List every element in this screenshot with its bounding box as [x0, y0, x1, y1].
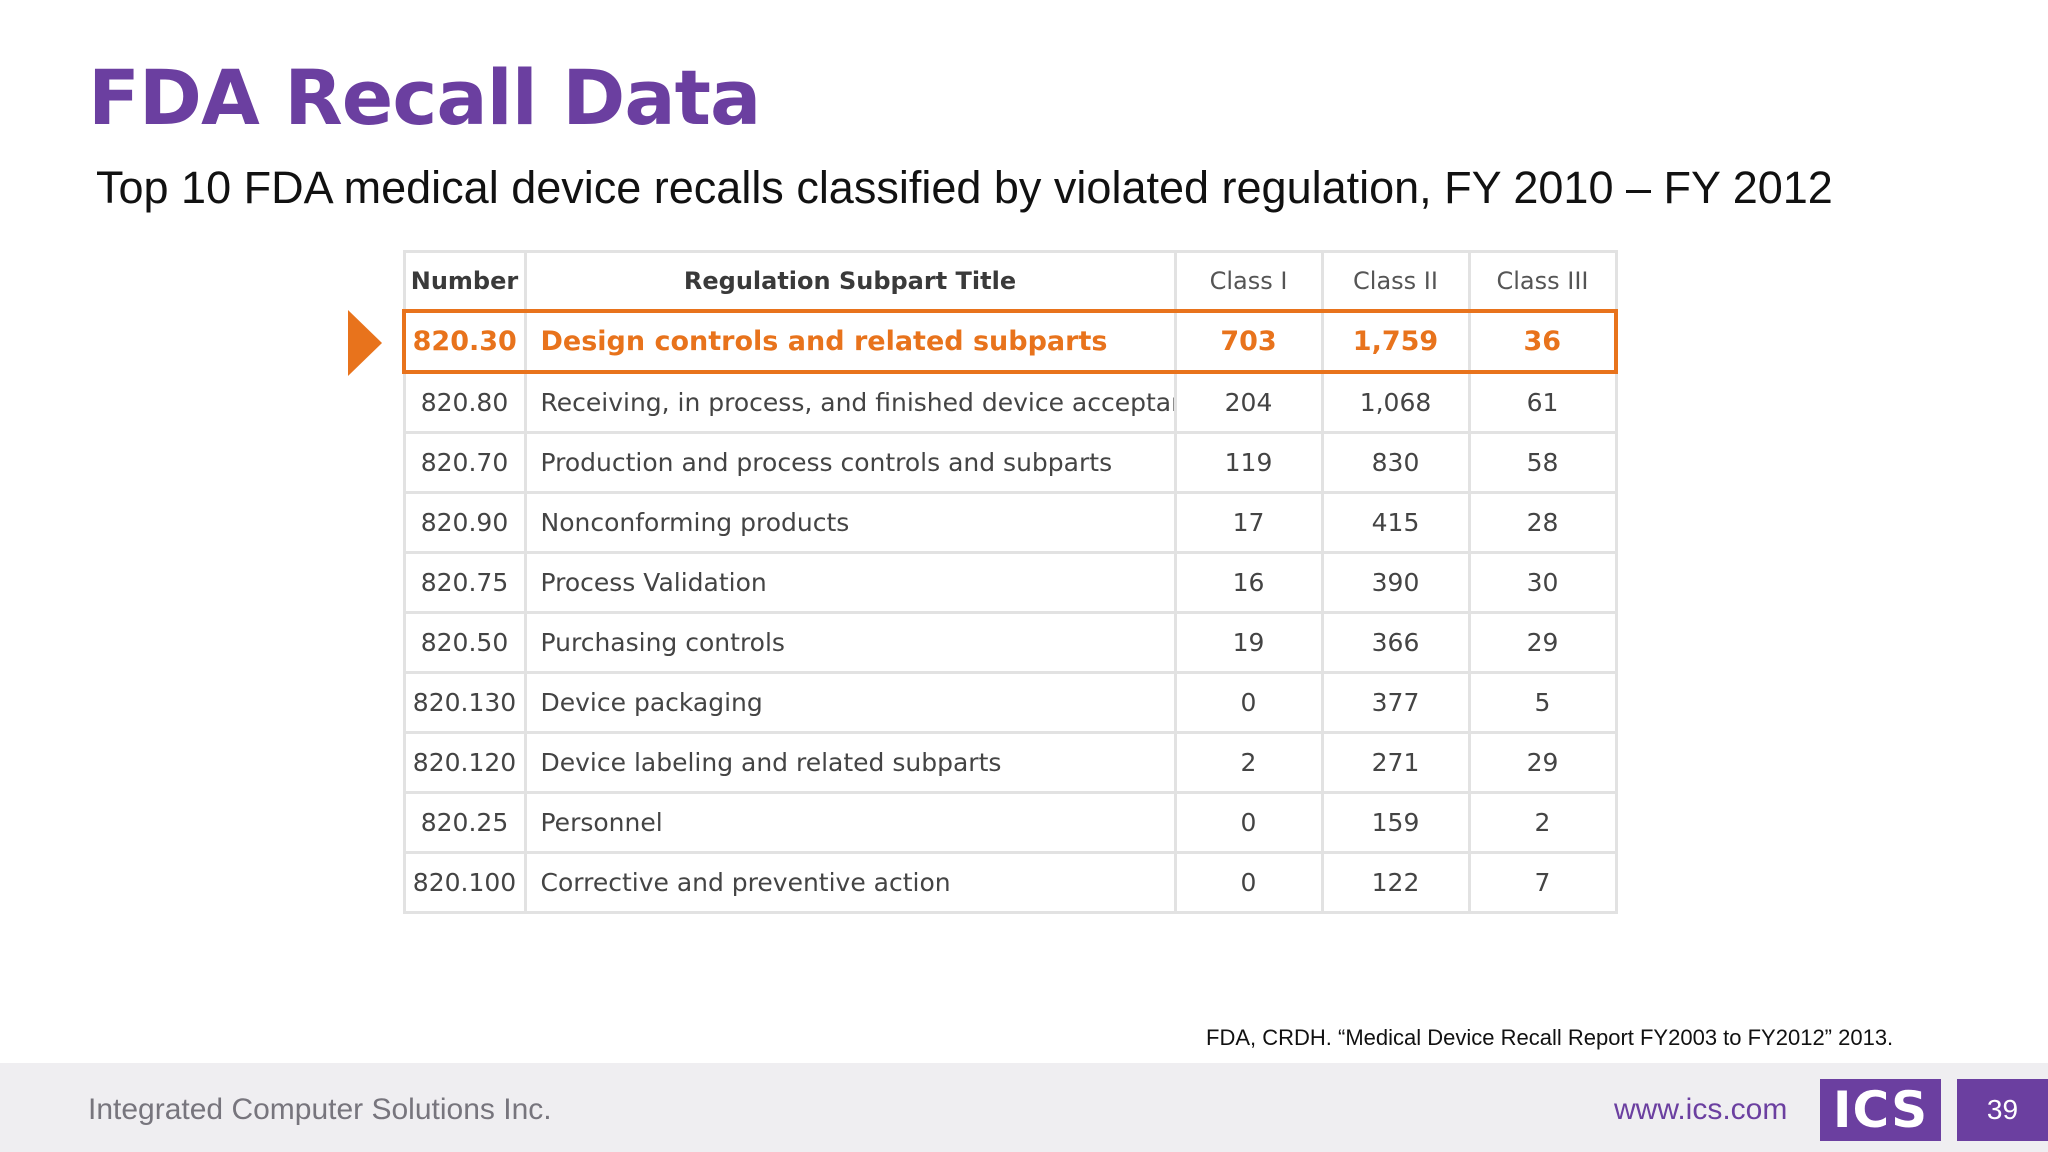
table-row: 820.75 Process Validation 16 390 30 — [402, 551, 1618, 614]
cell-class-3: 61 — [1467, 370, 1618, 434]
cell-title: Design controls and related subparts — [523, 309, 1177, 374]
cell-class-2: 366 — [1320, 611, 1471, 674]
cell-class-2: 390 — [1320, 551, 1471, 614]
cell-title: Production and process controls and subp… — [523, 431, 1177, 494]
table-row: 820.80 Receiving, in process, and finish… — [402, 370, 1618, 434]
header-regulation-title: Regulation Subpart Title — [523, 250, 1177, 313]
cell-class-1: 0 — [1173, 791, 1324, 854]
table-row: 820.130 Device packaging 0 377 5 — [402, 671, 1618, 734]
cell-class-3: 36 — [1467, 309, 1618, 374]
cell-class-3: 29 — [1467, 731, 1618, 794]
footer-company-name: Integrated Computer Solutions Inc. — [88, 1093, 552, 1126]
cell-class-2: 415 — [1320, 491, 1471, 554]
header-class-3: Class III — [1467, 250, 1618, 313]
cell-title: Device labeling and related subparts — [523, 731, 1177, 794]
cell-class-3: 2 — [1467, 791, 1618, 854]
slide-title: FDA Recall Data — [88, 53, 761, 142]
cell-title: Receiving, in process, and finished devi… — [523, 370, 1177, 434]
table-row: 820.50 Purchasing controls 19 366 29 — [402, 611, 1618, 674]
table-row: 820.70 Production and process controls a… — [402, 431, 1618, 494]
cell-title: Corrective and preventive action — [523, 851, 1177, 914]
cell-class-2: 159 — [1320, 791, 1471, 854]
recall-table-container: Number Regulation Subpart Title Class I … — [402, 250, 1618, 914]
table-row-highlighted: 820.30 Design controls and related subpa… — [402, 309, 1618, 374]
cell-class-2: 1,759 — [1320, 309, 1471, 374]
ics-logo: ICS — [1820, 1079, 1941, 1141]
cell-class-2: 122 — [1320, 851, 1471, 914]
header-class-2: Class II — [1320, 250, 1471, 313]
cell-number: 820.70 — [402, 431, 527, 494]
footer-bar — [0, 1063, 2048, 1152]
cell-number: 820.120 — [402, 731, 527, 794]
cell-class-1: 0 — [1173, 851, 1324, 914]
table-row: 820.90 Nonconforming products 17 415 28 — [402, 491, 1618, 554]
cell-class-1: 703 — [1173, 309, 1324, 374]
cell-number: 820.90 — [402, 491, 527, 554]
slide-subtitle: Top 10 FDA medical device recalls classi… — [96, 162, 1833, 213]
cell-class-1: 19 — [1173, 611, 1324, 674]
cell-number: 820.130 — [402, 671, 527, 734]
citation-text: FDA, CRDH. “Medical Device Recall Report… — [1206, 1025, 1894, 1050]
cell-class-1: 0 — [1173, 671, 1324, 734]
table-row: 820.25 Personnel 0 159 2 — [402, 791, 1618, 854]
cell-class-1: 17 — [1173, 491, 1324, 554]
table-row: 820.120 Device labeling and related subp… — [402, 731, 1618, 794]
highlight-arrow-icon — [348, 310, 382, 376]
cell-class-3: 5 — [1467, 671, 1618, 734]
cell-class-2: 377 — [1320, 671, 1471, 734]
cell-class-2: 271 — [1320, 731, 1471, 794]
cell-title: Purchasing controls — [523, 611, 1177, 674]
recall-table: Number Regulation Subpart Title Class I … — [402, 250, 1618, 914]
cell-number: 820.80 — [402, 370, 527, 434]
cell-class-1: 16 — [1173, 551, 1324, 614]
cell-number: 820.75 — [402, 551, 527, 614]
header-class-1: Class I — [1173, 250, 1324, 313]
cell-class-1: 2 — [1173, 731, 1324, 794]
cell-class-3: 29 — [1467, 611, 1618, 674]
cell-class-1: 204 — [1173, 370, 1324, 434]
cell-class-3: 7 — [1467, 851, 1618, 914]
cell-number: 820.30 — [402, 309, 527, 374]
cell-class-3: 30 — [1467, 551, 1618, 614]
cell-number: 820.100 — [402, 851, 527, 914]
cell-title: Nonconforming products — [523, 491, 1177, 554]
cell-class-3: 28 — [1467, 491, 1618, 554]
cell-class-1: 119 — [1173, 431, 1324, 494]
cell-number: 820.25 — [402, 791, 527, 854]
cell-title: Process Validation — [523, 551, 1177, 614]
table-header-row: Number Regulation Subpart Title Class I … — [402, 250, 1618, 313]
table-row: 820.100 Corrective and preventive action… — [402, 851, 1618, 914]
header-number: Number — [402, 250, 527, 313]
footer-url-link[interactable]: www.ics.com — [1614, 1093, 1788, 1126]
cell-title: Personnel — [523, 791, 1177, 854]
cell-class-2: 830 — [1320, 431, 1471, 494]
cell-number: 820.50 — [402, 611, 527, 674]
cell-title: Device packaging — [523, 671, 1177, 734]
cell-class-3: 58 — [1467, 431, 1618, 494]
page-number: 39 — [1957, 1079, 2048, 1141]
cell-class-2: 1,068 — [1320, 370, 1471, 434]
